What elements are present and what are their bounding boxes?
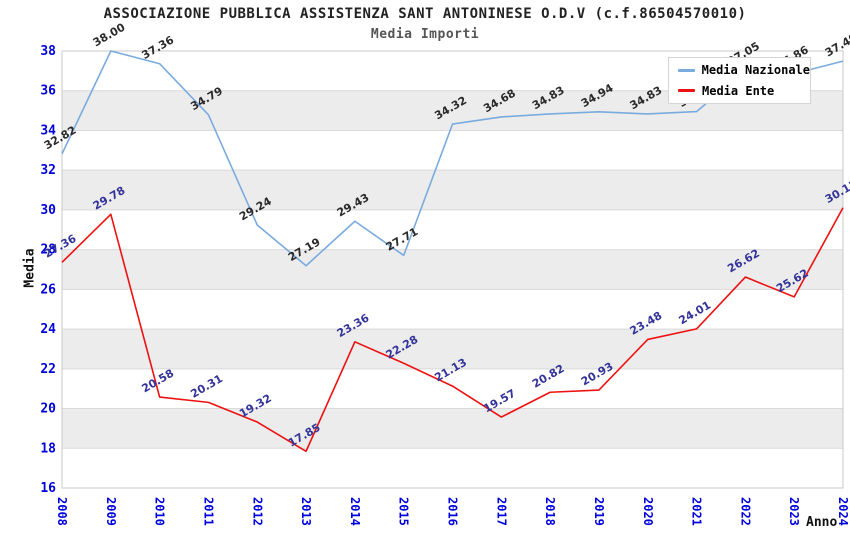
x-tick-label: 2013 bbox=[299, 497, 313, 526]
y-tick-label: 20 bbox=[40, 402, 56, 417]
x-tick-label: 2023 bbox=[787, 497, 801, 526]
grid-band bbox=[62, 170, 843, 210]
grid-band bbox=[62, 408, 843, 449]
point-label: 24.01 bbox=[676, 299, 713, 328]
chart-subtitle: Media Importi bbox=[370, 27, 480, 42]
y-tick-label: 16 bbox=[40, 481, 56, 496]
grid-band bbox=[62, 329, 843, 369]
x-tick-label: 2021 bbox=[690, 497, 704, 526]
y-tick-label: 38 bbox=[40, 44, 56, 59]
grid-band bbox=[62, 249, 843, 290]
y-tick-label: 36 bbox=[40, 84, 56, 99]
x-tick-label: 2014 bbox=[348, 497, 362, 526]
x-tick-label: 2015 bbox=[397, 497, 411, 526]
chart-title: ASSOCIAZIONE PUBBLICA ASSISTENZA SANT AN… bbox=[103, 6, 747, 22]
x-tick-label: 2008 bbox=[55, 497, 69, 526]
legend-item: Media Nazionale bbox=[669, 63, 810, 77]
x-tick-label: 2022 bbox=[738, 497, 752, 526]
legend-label: Media Nazionale bbox=[701, 63, 810, 78]
y-tick-label: 22 bbox=[40, 362, 56, 377]
x-tick-label: 2024 bbox=[836, 497, 850, 526]
x-tick-label: 2012 bbox=[250, 497, 264, 526]
y-tick-label: 28 bbox=[40, 243, 56, 258]
x-tick-label: 2019 bbox=[592, 497, 606, 526]
y-tick-label: 18 bbox=[40, 441, 56, 456]
x-tick-label: 2018 bbox=[543, 497, 557, 526]
y-tick-label: 26 bbox=[40, 282, 56, 297]
x-tick-label: 2011 bbox=[201, 497, 215, 526]
legend-line-swatch bbox=[678, 89, 695, 93]
y-tick-label: 34 bbox=[40, 123, 56, 138]
x-tick-label: 2009 bbox=[104, 497, 118, 526]
x-tick-label: 2017 bbox=[494, 497, 508, 526]
y-tick-label: 32 bbox=[40, 163, 56, 178]
x-tick-label: 2010 bbox=[153, 497, 167, 526]
legend-label: Media Ente bbox=[702, 83, 775, 98]
plot-border bbox=[61, 50, 844, 489]
legend-item: Media Ente bbox=[669, 84, 810, 98]
point-label: 38.00 bbox=[91, 20, 128, 49]
x-tick-label: 2016 bbox=[446, 497, 460, 526]
legend: Media Nazionale Media Ente bbox=[668, 57, 811, 104]
point-label: 20.31 bbox=[188, 372, 225, 401]
x-tick-label: 2020 bbox=[641, 497, 655, 526]
point-label: 37.49 bbox=[823, 31, 850, 60]
point-label: 37.36 bbox=[140, 33, 177, 62]
series-line-media-ente bbox=[61, 207, 844, 453]
x-axis-title: Anno bbox=[806, 515, 838, 530]
legend-line-swatch bbox=[678, 68, 695, 72]
y-tick-label: 30 bbox=[40, 203, 56, 218]
y-tick-label: 24 bbox=[40, 322, 56, 337]
